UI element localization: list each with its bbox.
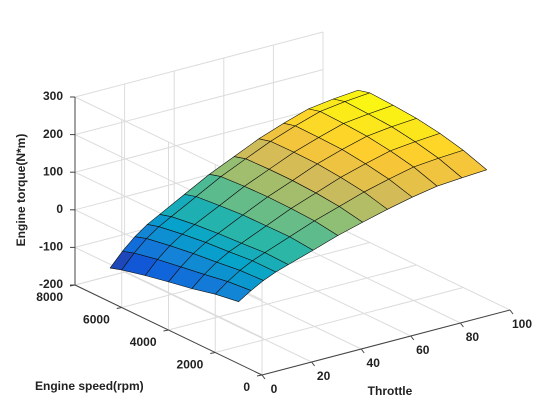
z-tick-label: 0 (56, 202, 63, 216)
z-tick-label: 200 (43, 127, 63, 141)
tick-mark (163, 329, 169, 332)
z-tick-label: -200 (39, 277, 63, 291)
tick-mark (261, 374, 266, 380)
x-tick-label: 80 (466, 330, 480, 344)
tick-mark (256, 374, 263, 377)
axis-line (261, 309, 511, 376)
y-tick-label: 2000 (177, 358, 204, 372)
grid-line (168, 264, 417, 331)
y-axis-label: Engine speed(rpm) (35, 379, 144, 393)
grid-line (74, 106, 324, 173)
grid-line (215, 287, 464, 353)
grid-line (74, 31, 324, 98)
x-tick-label: 40 (367, 356, 381, 370)
y-tick-label: 0 (243, 380, 250, 394)
y-tick-label: 6000 (83, 313, 110, 327)
x-tick-label: 20 (317, 369, 331, 383)
z-tick-label: -100 (39, 240, 63, 254)
x-axis-label: Throttle (368, 384, 413, 398)
tick-mark (116, 307, 122, 309)
x-tick-label: 0 (271, 382, 278, 396)
tick-mark (459, 322, 464, 328)
surface-patch (214, 281, 252, 303)
z-tick-label: 300 (43, 89, 63, 103)
tick-mark (360, 348, 365, 354)
grid-line (74, 246, 263, 338)
y-tick-label: 4000 (130, 335, 157, 349)
tick-mark (410, 335, 415, 341)
grid-line (74, 69, 324, 136)
x-tick-label: 60 (416, 343, 430, 357)
tick-mark (509, 309, 514, 315)
tick-mark (210, 352, 216, 354)
z-tick-label: 100 (43, 164, 63, 178)
y-tick-label: 8000 (36, 290, 63, 304)
x-tick-label: 100 (512, 317, 532, 331)
surface (109, 89, 487, 303)
z-axis-label: Engine torque(N*m) (14, 134, 28, 247)
tick-mark (311, 361, 316, 367)
labels: Engine torque(N*m) Engine speed(rpm) Thr… (14, 134, 412, 399)
